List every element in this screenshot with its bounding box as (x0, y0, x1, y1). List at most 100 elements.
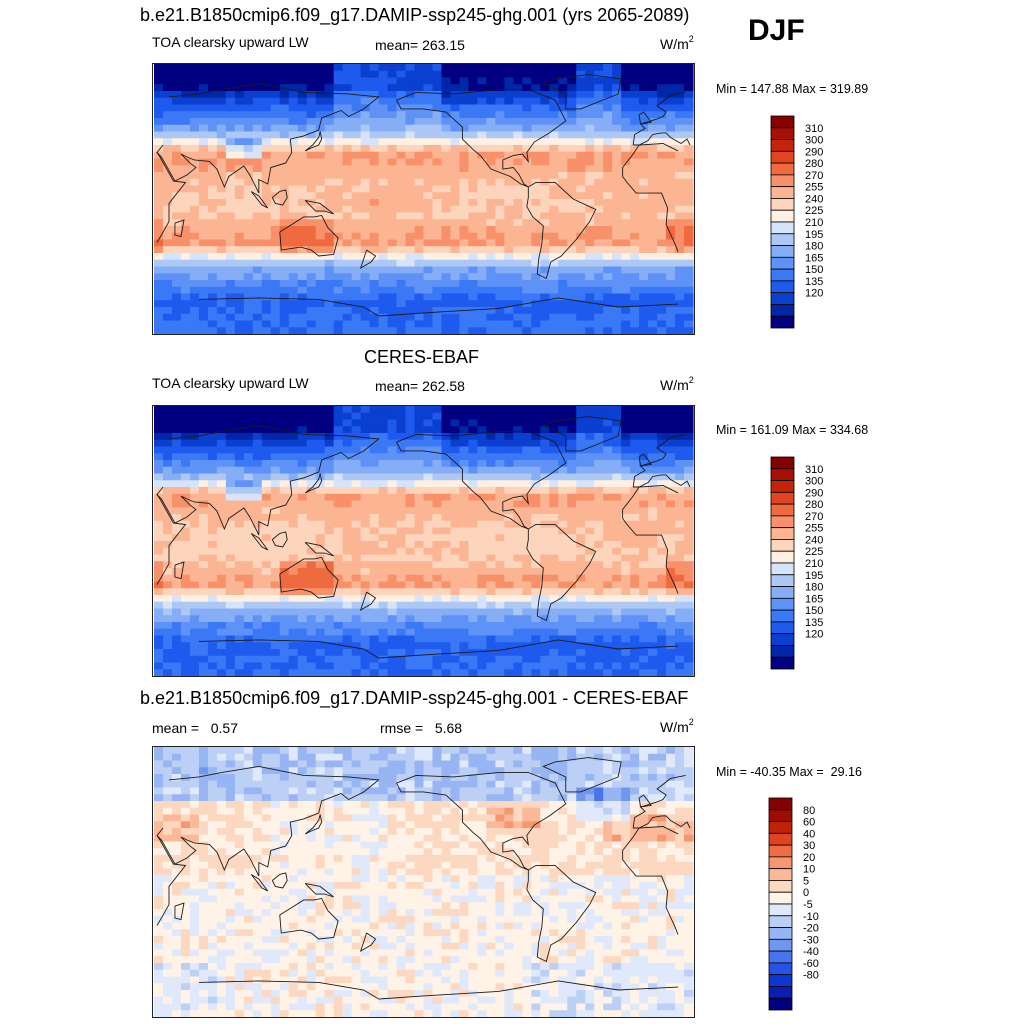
panel2-field (153, 406, 694, 676)
panel2-colorbar-swatch (770, 550, 795, 564)
panel1-colorbar-tick-label: 120 (805, 288, 823, 300)
panel3-colorbar-tick-label: 80 (803, 805, 815, 817)
panel2-colorbar-swatch (770, 468, 795, 481)
panel3-colorbar-swatch (768, 915, 793, 928)
panel1-colorbar-tick-label: 240 (805, 193, 823, 205)
panel2-colorbar-swatch (770, 491, 795, 505)
panel1-colorbar-tick-label: 310 (805, 123, 823, 135)
panel3-map (152, 746, 695, 1018)
panel1-colorbar-tick-label: 195 (805, 229, 823, 241)
panel3-colorbar-swatch (768, 927, 793, 940)
panel3-coastlines (156, 757, 691, 1000)
panel3-colorbar-tick-label: 30 (803, 840, 815, 852)
panel3-colorbar-tick-label: 60 (803, 817, 815, 829)
panel2-colorbar-swatch (770, 656, 795, 670)
panel1-colorbar-tick-label: 300 (805, 135, 823, 147)
panel2-variable-label: TOA clearsky upward LW (152, 375, 309, 391)
panel2-title: CERES-EBAF (364, 347, 480, 367)
panel2-coastlines (156, 416, 691, 659)
panel3-colorbar-swatch (768, 903, 793, 917)
panel2-colorbar-tick-label: 280 (805, 499, 823, 511)
panel1-colorbar-tick-label: 225 (805, 205, 823, 217)
panel3-colorbar-swatch (768, 974, 793, 987)
panel1-map (152, 63, 695, 335)
season-label: DJF (748, 14, 805, 47)
panel2-colorbar-tick-label: 180 (805, 582, 823, 594)
panel1-colorbar-swatch (770, 233, 795, 246)
panel2-colorbar-swatch (770, 645, 795, 658)
panel1-variable-label: TOA clearsky upward LW (152, 34, 309, 50)
panel3-colorbar-swatch (768, 962, 793, 976)
panel2-colorbar-tick-label: 255 (805, 523, 823, 535)
panel3-colorbar-tick-label: 10 (803, 864, 815, 876)
panel1-colorbar-swatch (770, 315, 795, 329)
panel3-colorbar-tick-label: 20 (803, 852, 815, 864)
panel2-colorbar-swatch (770, 456, 795, 470)
panel3-colorbar-swatch (768, 868, 793, 881)
panel3-field (153, 747, 694, 1017)
panel3-minmax: Min = -40.35 Max = 29.16 (716, 765, 862, 779)
panel1-title: b.e21.B1850cmip6.f09_g17.DAMIP-ssp245-gh… (140, 5, 690, 25)
panel1-colorbar-swatch (770, 115, 795, 129)
panel3-colorbar-swatch (768, 844, 793, 858)
panel1-colorbar-swatch (770, 198, 795, 211)
panel3-colorbar-swatch (768, 832, 793, 846)
panel1-colorbar-swatch (770, 221, 795, 235)
panel2-colorbar-swatch (770, 480, 795, 493)
panel3-colorbar-tick-label: -60 (803, 958, 819, 970)
panel2-colorbar-swatch (770, 515, 795, 529)
panel2-colorbar-tick-label: 195 (805, 570, 823, 582)
panel3-colorbar-swatch (768, 986, 793, 999)
panel2-colorbar-swatch (770, 539, 795, 552)
panel1-colorbar-swatch (770, 245, 795, 258)
panel3-colorbar-tick-label: -10 (803, 911, 819, 923)
panel1-colorbar-tick-label: 165 (805, 252, 823, 264)
panel2-colorbar-tick-label: 270 (805, 511, 823, 523)
panel3-colorbar-tick-label: 40 (803, 828, 815, 840)
panel2-colorbar-swatch (770, 586, 795, 599)
panel2-colorbar-tick-label: 150 (805, 605, 823, 617)
panel1-colorbar-swatch (770, 292, 795, 305)
panel3-colorbar-swatch (768, 880, 793, 893)
panel3-colorbar-tick-label: -40 (803, 946, 819, 958)
panel2-colorbar-swatch (770, 609, 795, 623)
panel3-colorbar-swatch (768, 950, 793, 964)
panel3-colorbar-swatch (768, 938, 793, 952)
panel2-colorbar-tick-label: 135 (805, 617, 823, 629)
panel1-colorbar-tick-label: 290 (805, 146, 823, 158)
panel2-colorbar-swatch (770, 633, 795, 646)
panel1-mean: mean= 263.15 (375, 37, 465, 53)
panel3-colorbar-tick-label: -30 (803, 934, 819, 946)
panel2-colorbar-tick-label: 165 (805, 593, 823, 605)
panel1-colorbar-swatch (770, 174, 795, 188)
panel2-colorbar: 3103002902802702552402252101951801651501… (770, 456, 823, 670)
panel2-colorbar-swatch (770, 503, 795, 517)
panel1-colorbar-swatch (770, 139, 795, 152)
panel3-colorbar-swatch (768, 997, 793, 1011)
panel2-colorbar-swatch (770, 574, 795, 587)
panel2-units: W/m2 (660, 375, 694, 393)
panel3-mean: mean = 0.57 (152, 720, 239, 736)
panel1-colorbar-swatch (770, 209, 795, 223)
panel1-colorbar-swatch (770, 268, 795, 282)
panel1-colorbar-swatch (770, 127, 795, 140)
panel3-colorbar-tick-label: -80 (803, 970, 819, 982)
panel1-colorbar-swatch (770, 304, 795, 317)
panel3-colorbar-tick-label: -20 (803, 923, 819, 935)
panel1-coastlines (156, 74, 691, 317)
panel2-colorbar-tick-label: 120 (805, 629, 823, 641)
panel1-field (153, 64, 694, 334)
panel2-colorbar-swatch (770, 597, 795, 611)
panel1-units: W/m2 (660, 34, 694, 52)
panel1-colorbar-tick-label: 280 (805, 158, 823, 170)
panel3-title: b.e21.B1850cmip6.f09_g17.DAMIP-ssp245-gh… (140, 688, 689, 708)
panel1-colorbar-tick-label: 255 (805, 182, 823, 194)
panel2-colorbar-tick-label: 310 (805, 464, 823, 476)
panel2-colorbar-swatch (770, 562, 795, 576)
panel3-rmse: rmse = 5.68 (380, 720, 463, 736)
panel3-colorbar-swatch (768, 821, 793, 834)
panel1-colorbar-swatch (770, 256, 795, 270)
panel3-colorbar-swatch (768, 856, 793, 870)
panel2-colorbar-tick-label: 240 (805, 534, 823, 546)
